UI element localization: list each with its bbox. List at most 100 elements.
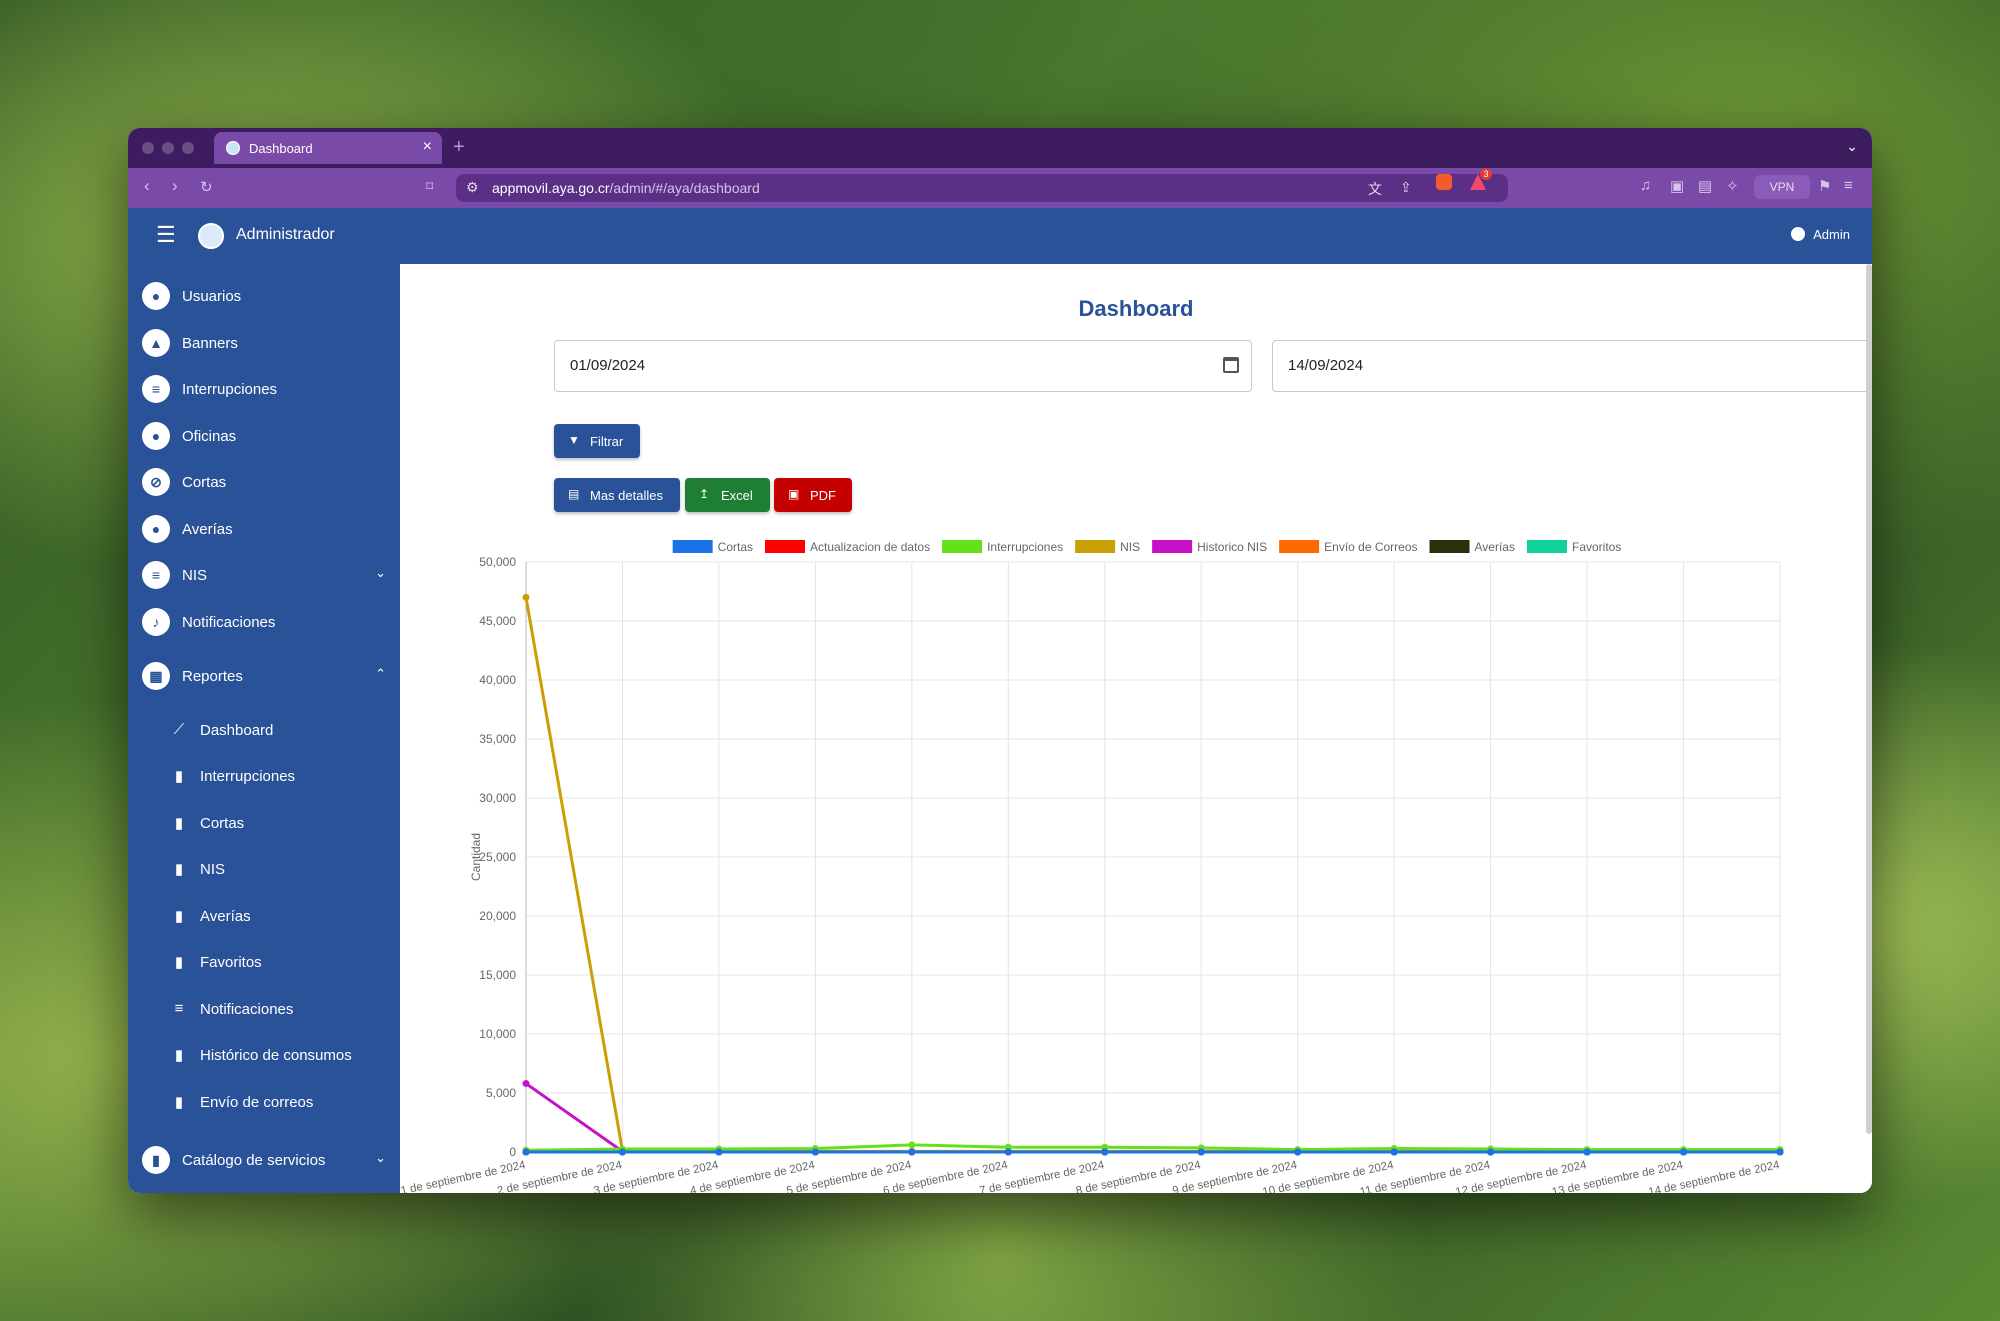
excel-label: Excel bbox=[721, 488, 753, 503]
page-title: Dashboard bbox=[1078, 296, 1194, 321]
sidebar-item-label: Reportes bbox=[182, 668, 243, 685]
location-icon: ● bbox=[142, 422, 170, 450]
user-name: Admin bbox=[1813, 227, 1850, 242]
sidebar-subitem-interrupciones[interactable]: ▮ Interrupciones bbox=[128, 758, 400, 794]
sidebar-item-cortas[interactable]: ⊘ Cortas bbox=[128, 462, 400, 502]
minimize-window-icon[interactable] bbox=[162, 142, 174, 154]
sidebar-item-catalogo[interactable]: ▮ Catálogo de servicios ⌄ bbox=[128, 1140, 400, 1180]
sidebar-item-usuarios[interactable]: ● Usuarios bbox=[128, 276, 400, 316]
trend-icon: ⟋ bbox=[173, 721, 185, 738]
sidebar-subitem-label: NIS bbox=[200, 861, 226, 878]
tab-dashboard[interactable]: Dashboard × bbox=[214, 132, 442, 164]
new-tab-icon[interactable]: + bbox=[453, 136, 465, 158]
data-point bbox=[618, 1148, 626, 1156]
sidebar-item-label: Usuarios bbox=[182, 288, 242, 305]
flag-icon[interactable]: ⚑ bbox=[1818, 178, 1832, 195]
date-from-value: 01/09/2024 bbox=[570, 357, 646, 374]
data-point bbox=[908, 1148, 916, 1156]
water-drop-icon: ● bbox=[142, 515, 170, 543]
sidebar-item-notificaciones[interactable]: ♪ Notificaciones bbox=[128, 602, 400, 642]
address-bar: ‹ › ↻ ⌑ ⚙ appmovil.aya.go.cr/admin/#/aya… bbox=[128, 168, 1872, 208]
url-field[interactable]: ⚙ appmovil.aya.go.cr/admin/#/aya/dashboa… bbox=[456, 174, 1508, 202]
url-text: appmovil.aya.go.cr/admin/#/aya/dashboard bbox=[492, 180, 760, 196]
close-window-icon[interactable] bbox=[142, 142, 154, 154]
scrollbar[interactable] bbox=[1866, 264, 1872, 1134]
bookmark-icon[interactable]: ⌑ bbox=[426, 178, 434, 194]
tab-close-icon[interactable]: × bbox=[422, 138, 432, 155]
y-tick-label: 25,000 bbox=[479, 850, 516, 864]
line-chart: 0 5,000 10,000 15,000 20,000 25,000 30,000 35,0… bbox=[400, 540, 1784, 1193]
pdf-icon: ▣ bbox=[788, 487, 800, 501]
sidebar-item-label: Catálogo de servicios bbox=[182, 1152, 326, 1169]
reload-icon[interactable]: ↻ bbox=[200, 179, 213, 196]
account-circle-icon bbox=[1791, 227, 1806, 241]
filter-label: Filtrar bbox=[590, 434, 624, 449]
site-settings-icon[interactable]: ⚙ bbox=[466, 179, 479, 195]
sidebar-subitem-favoritos[interactable]: ▮ Favoritos bbox=[128, 944, 400, 980]
date-from-field[interactable]: 01/09/2024 bbox=[554, 340, 1252, 392]
sidebar-item-oficinas[interactable]: ● Oficinas bbox=[128, 416, 400, 456]
sidebar-subitem-label: Averías bbox=[200, 908, 251, 925]
back-icon[interactable]: ‹ bbox=[144, 176, 150, 195]
details-button[interactable]: ▤ Mas detalles bbox=[554, 478, 680, 512]
excel-button[interactable]: ↥ Excel bbox=[685, 478, 770, 512]
brave-shields-icon[interactable] bbox=[1436, 174, 1452, 190]
data-point bbox=[1487, 1148, 1495, 1156]
y-tick-label: 5,000 bbox=[486, 1086, 516, 1100]
translate-icon[interactable]: 文 bbox=[1368, 181, 1382, 197]
data-point bbox=[1294, 1148, 1302, 1156]
user-menu[interactable]: Admin bbox=[1791, 227, 1850, 242]
date-to-field[interactable]: 14/09/2024 bbox=[1272, 340, 1872, 392]
sidebar-item-averias[interactable]: ● Averías bbox=[128, 509, 400, 549]
sidebar-subitem-cortas[interactable]: ▮ Cortas bbox=[128, 805, 400, 841]
data-point bbox=[1101, 1148, 1109, 1156]
sidebar-subitem-nis[interactable]: ▮ NIS bbox=[128, 851, 400, 887]
app-header: ☰ Administrador Admin bbox=[128, 208, 1872, 264]
zoom-window-icon[interactable] bbox=[182, 142, 194, 154]
sidebar-subitem-averias[interactable]: ▮ Averías bbox=[128, 898, 400, 934]
wallet-icon[interactable]: ▤ bbox=[1698, 178, 1713, 195]
bar-chart-icon: ▮ bbox=[174, 815, 184, 832]
series-line bbox=[525, 1082, 1780, 1154]
image-icon: ▲ bbox=[142, 329, 170, 357]
sidebar-item-interrupciones[interactable]: ≡ Interrupciones bbox=[128, 369, 400, 409]
menu-icon[interactable]: ☰ bbox=[156, 222, 176, 247]
sidebar-subitem-historico-consumos[interactable]: ▮ Histórico de consumos bbox=[128, 1037, 400, 1073]
sidebar-subitem-dashboard[interactable]: ⟋ Dashboard bbox=[128, 712, 400, 748]
y-tick-label: 50,000 bbox=[479, 555, 516, 569]
forward-icon[interactable]: › bbox=[172, 176, 178, 195]
calendar-icon[interactable] bbox=[1223, 357, 1239, 373]
url-path: /admin/#/aya/dashboard bbox=[609, 180, 760, 196]
sidebar-item-banners[interactable]: ▲ Banners bbox=[128, 323, 400, 363]
sidebar-subitem-label: Notificaciones bbox=[200, 1001, 294, 1018]
data-point bbox=[1680, 1148, 1688, 1156]
sidebar-item-label: Oficinas bbox=[182, 428, 237, 445]
sidebar-item-reportes[interactable]: ▦ Reportes ⌃ bbox=[128, 656, 400, 696]
y-tick-label: 0 bbox=[509, 1145, 516, 1159]
sidebar-toggle-icon[interactable]: ▣ bbox=[1670, 178, 1685, 195]
list-icon: ≡ bbox=[174, 1000, 184, 1017]
pdf-button[interactable]: ▣ PDF bbox=[774, 478, 852, 512]
favicon-icon bbox=[226, 141, 240, 155]
filter-button[interactable]: ▼ Filtrar bbox=[554, 424, 640, 458]
data-point bbox=[1776, 1148, 1784, 1156]
browser-menu-icon[interactable]: ≡ bbox=[1844, 177, 1853, 194]
pdf-label: PDF bbox=[810, 488, 836, 503]
chevron-down-icon: ⌄ bbox=[375, 1150, 386, 1165]
sidebar-subitem-notificaciones[interactable]: ≡ Notificaciones bbox=[128, 991, 400, 1027]
share-icon[interactable]: ⇪ bbox=[1400, 179, 1412, 195]
main-content: Dashboard 01/09/2024 14/09/2024 ▼ Filtra… bbox=[400, 264, 1872, 1193]
media-icon[interactable]: ♫ bbox=[1640, 177, 1652, 194]
vpn-button[interactable]: VPN bbox=[1754, 175, 1810, 199]
document-icon: ≡ bbox=[142, 561, 170, 589]
data-point bbox=[522, 593, 530, 601]
leo-ai-icon[interactable]: ✧ bbox=[1726, 178, 1739, 195]
tab-list-chevron-icon[interactable]: ⌄ bbox=[1846, 138, 1858, 154]
data-point bbox=[1583, 1148, 1591, 1156]
sidebar-subitem-envio-correos[interactable]: ▮ Envío de correos bbox=[128, 1084, 400, 1120]
calendar-icon: ▦ bbox=[142, 662, 170, 690]
sidebar-item-label: Interrupciones bbox=[182, 381, 278, 398]
rewards-badge: 3 bbox=[1480, 168, 1492, 180]
sidebar-item-nis[interactable]: ≡ NIS ⌄ bbox=[128, 555, 400, 595]
legend-entry: Averías bbox=[1475, 540, 1515, 554]
